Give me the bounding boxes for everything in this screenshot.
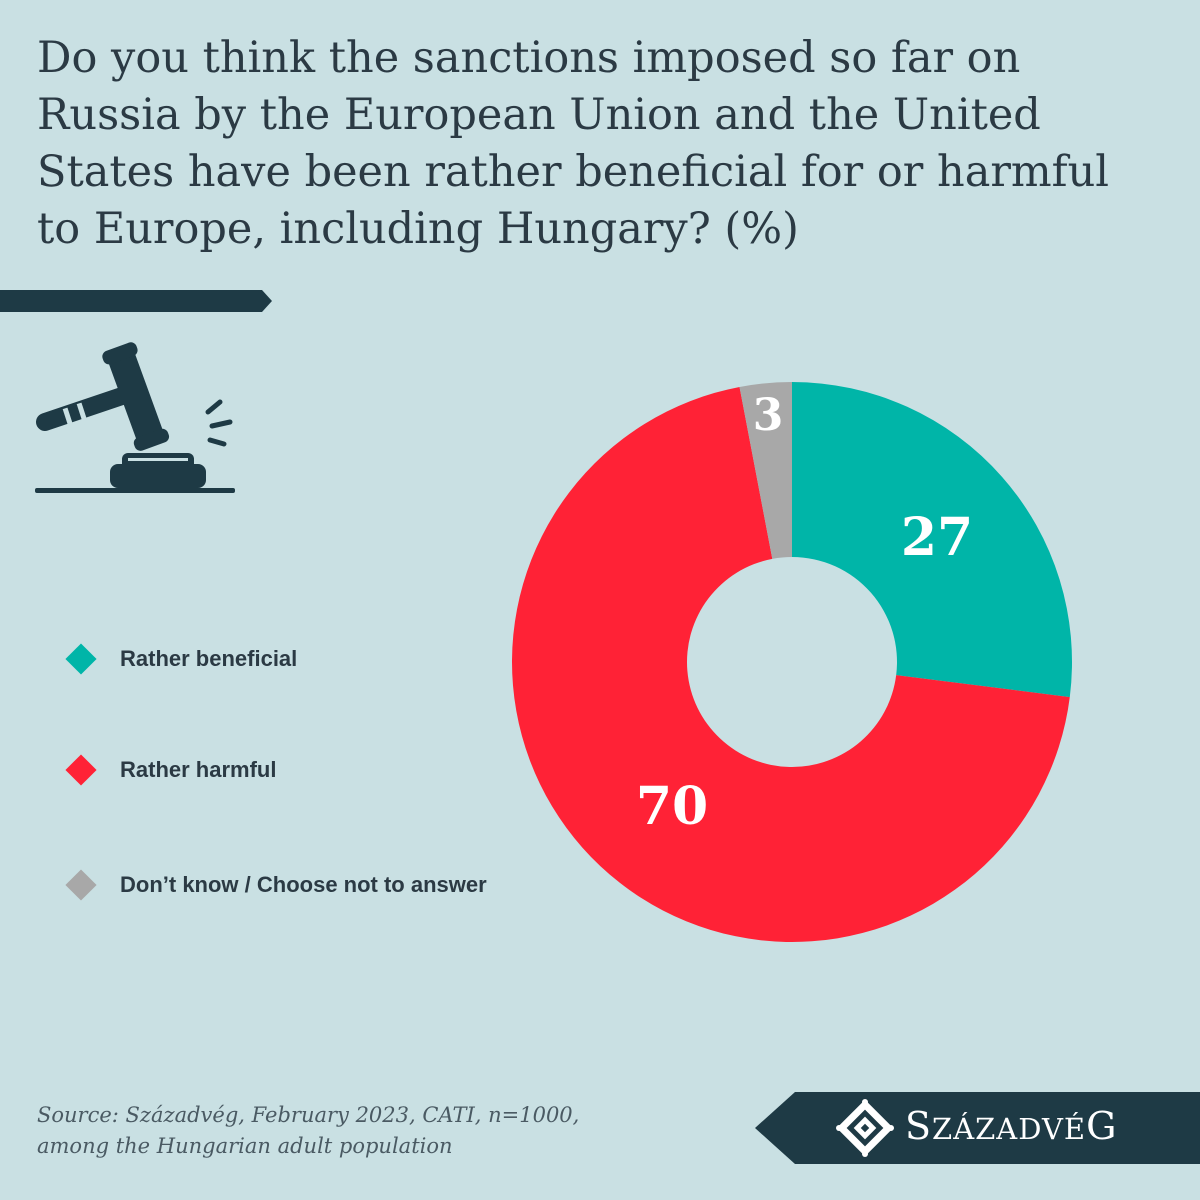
brand-name: SZÁZADVÉG: [905, 1104, 1117, 1148]
donut-slice-dont-know: [739, 382, 792, 559]
title-divider-bar: [0, 290, 272, 312]
legend-label-harmful: Rather harmful: [120, 757, 277, 782]
donut-slice-beneficial: [792, 382, 1072, 698]
source-line-1: Source: Századvég, February 2023, CATI, …: [37, 1103, 580, 1127]
source-note: Source: Századvég, February 2023, CATI, …: [37, 1100, 579, 1162]
donut-slice-harmful: [512, 386, 1070, 942]
data-label-dont-know: 3: [753, 390, 784, 441]
legend-swatch-dont-know: [65, 869, 97, 901]
brand-name-middle: ZÁZADVÉ: [932, 1112, 1087, 1146]
data-label-harmful: 70: [636, 776, 708, 837]
gavel-icon: [35, 342, 235, 493]
brand-name-suffix: G: [1086, 1104, 1118, 1148]
brand-banner: [755, 1092, 1200, 1164]
legend-item-harmful: Rather harmful: [65, 754, 277, 786]
donut-chart: 27 70 3: [512, 382, 1072, 942]
legend-label-dont-know: Don’t know / Choose not to answer: [120, 872, 487, 897]
legend-swatch-beneficial: [65, 643, 97, 675]
brand-name-prefix: S: [905, 1104, 933, 1148]
legend-item-dont-know: Don’t know / Choose not to answer: [65, 869, 487, 901]
legend-item-beneficial: Rather beneficial: [65, 643, 298, 675]
legend-swatch-harmful: [65, 754, 97, 786]
szazadveg-logo-icon: [836, 1099, 894, 1157]
source-line-2: among the Hungarian adult population: [37, 1134, 453, 1158]
data-label-beneficial: 27: [901, 507, 973, 568]
chart-title: Do you think the sanctions imposed so fa…: [37, 33, 1110, 254]
legend-label-beneficial: Rather beneficial: [120, 646, 298, 671]
